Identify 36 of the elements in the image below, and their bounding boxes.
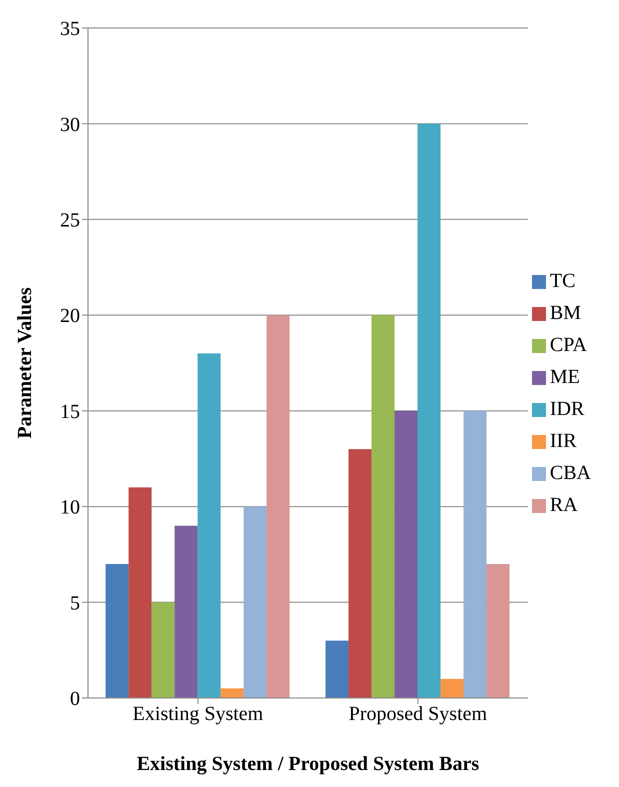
legend-label: BM (550, 302, 581, 324)
bar (326, 640, 349, 698)
bar (152, 602, 175, 698)
legend-label: TC (550, 270, 576, 292)
legend-label: IIR (550, 430, 577, 452)
bar (440, 678, 464, 698)
bar (348, 449, 372, 698)
bar (220, 688, 244, 698)
legend-label: IDR (550, 398, 584, 420)
y-tick-label: 5 (70, 592, 80, 614)
y-tick-label: 35 (60, 18, 80, 40)
legend-label: CBA (550, 462, 591, 484)
bar (106, 564, 129, 698)
bar (372, 315, 395, 698)
bar (244, 506, 267, 698)
y-tick-label: 10 (60, 496, 80, 519)
y-tick-label: 30 (60, 114, 80, 136)
bar (394, 410, 418, 698)
y-tick-label: 20 (60, 305, 80, 328)
legend-label: CPA (550, 334, 587, 356)
bar (174, 526, 198, 698)
y-tick-label: 0 (70, 688, 80, 710)
x-tick-label: Proposed System (348, 703, 488, 726)
bar (486, 564, 510, 698)
bar (198, 353, 221, 698)
bar (128, 487, 152, 698)
y-tick-label: 15 (60, 400, 80, 423)
x-tick-label: Existing System (132, 703, 264, 726)
bar (464, 410, 487, 698)
legend-label: ME (550, 366, 580, 388)
bar (266, 315, 290, 698)
y-axis-title: Parameter Values (14, 287, 36, 439)
legend-label: RA (550, 494, 578, 516)
bar (418, 124, 441, 698)
x-axis-title: Existing System / Proposed System Bars (136, 753, 480, 775)
y-tick-label: 25 (60, 210, 80, 232)
